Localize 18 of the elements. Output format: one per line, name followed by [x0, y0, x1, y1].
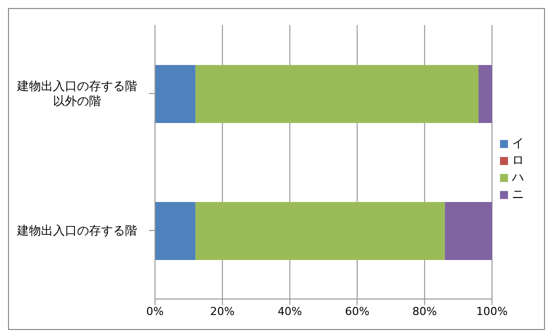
- x-tick-label: 80%: [412, 304, 437, 318]
- x-tick-label: 0%: [146, 304, 164, 318]
- x-tick-label: 20%: [210, 304, 235, 318]
- legend-label: ロ: [512, 153, 524, 167]
- x-tick-label: 60%: [344, 304, 370, 318]
- bar: [195, 202, 445, 260]
- x-tick-label: 40%: [278, 304, 302, 318]
- bar: [155, 202, 196, 260]
- bar: [478, 65, 492, 123]
- y-tick-label: 建物出入口の存する階: [16, 224, 137, 238]
- legend-label: ハ: [512, 170, 524, 184]
- bar: [195, 65, 479, 123]
- bar: [155, 65, 196, 123]
- y-tick-label: 建物出入口の存する階以外の階: [16, 79, 137, 108]
- bar: [444, 202, 492, 260]
- legend-label: ニ: [512, 187, 524, 201]
- legend-label: イ: [512, 136, 524, 150]
- x-tick-label: 100%: [476, 304, 508, 318]
